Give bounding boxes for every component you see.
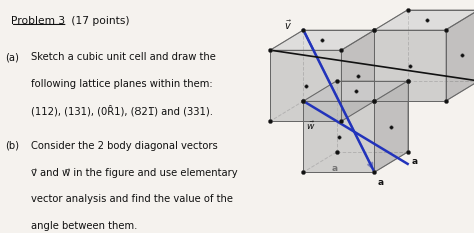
Polygon shape (374, 81, 408, 172)
Polygon shape (374, 10, 474, 30)
Polygon shape (341, 30, 374, 121)
Text: (a): (a) (5, 52, 19, 62)
Text: vector analysis and find the value of the: vector analysis and find the value of th… (30, 194, 233, 204)
Text: $\vec{v}$: $\vec{v}$ (283, 19, 292, 32)
Text: v⃗ and w⃗ in the figure and use elementary: v⃗ and w⃗ in the figure and use elementa… (30, 168, 237, 178)
Polygon shape (303, 81, 408, 101)
Text: (112), (131), (0Ȓ1), (Ȣ21̅) and (331).: (112), (131), (0Ȓ1), (Ȣ21̅) and (331). (30, 106, 212, 117)
Text: (17 points): (17 points) (68, 16, 129, 26)
Text: a: a (378, 178, 384, 187)
Text: following lattice planes within them:: following lattice planes within them: (30, 79, 212, 89)
Text: a: a (332, 164, 338, 173)
Text: Consider the 2 body diagonal vectors: Consider the 2 body diagonal vectors (30, 141, 217, 151)
Polygon shape (374, 30, 446, 101)
Text: angle between them.: angle between them. (30, 221, 137, 231)
Polygon shape (270, 30, 374, 50)
Text: Problem 3: Problem 3 (10, 16, 65, 26)
Polygon shape (270, 50, 341, 121)
Polygon shape (303, 101, 374, 172)
Text: a: a (411, 158, 417, 167)
Polygon shape (446, 10, 474, 101)
Text: (b): (b) (5, 141, 19, 151)
Text: $\vec{w}$: $\vec{w}$ (306, 120, 315, 132)
Text: Sketch a cubic unit cell and draw the: Sketch a cubic unit cell and draw the (30, 52, 215, 62)
